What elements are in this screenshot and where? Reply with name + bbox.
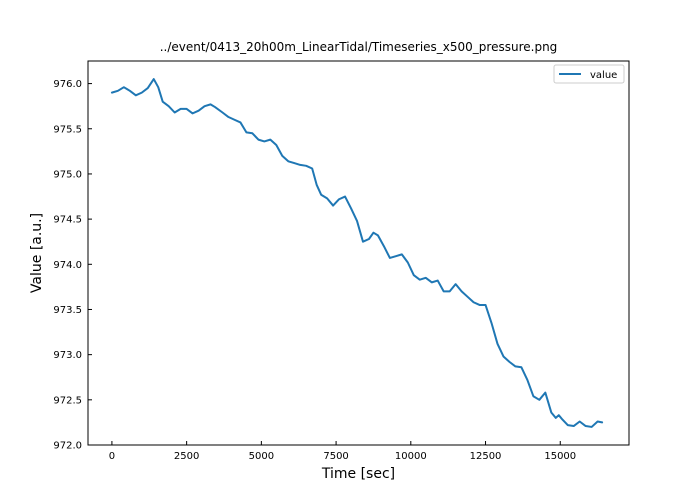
x-tick-label: 2500 bbox=[174, 451, 199, 462]
x-tick-label: 10000 bbox=[395, 451, 427, 462]
plot-frame bbox=[87, 60, 630, 446]
y-tick-label: 972.5 bbox=[53, 395, 82, 406]
series-line-value bbox=[110, 78, 604, 428]
chart-title: ../event/0413_20h00m_LinearTidal/Timeser… bbox=[160, 40, 558, 54]
x-axis-ticks: 0 2500 5000 7500 10000 12500 15000 bbox=[109, 441, 576, 462]
plot-background bbox=[88, 61, 629, 445]
y-tick-label: 973.5 bbox=[53, 305, 82, 316]
y-tick-label: 974.5 bbox=[53, 215, 82, 226]
x-tick-label: 5000 bbox=[249, 451, 274, 462]
legend-label-value: value bbox=[590, 70, 617, 81]
plot-area bbox=[87, 60, 630, 446]
series-layer bbox=[110, 78, 604, 428]
y-tick-label: 973.0 bbox=[53, 350, 82, 361]
y-tick-label: 976.0 bbox=[53, 79, 82, 90]
y-tick-label: 975.0 bbox=[53, 169, 82, 180]
y-tick-label: 974.0 bbox=[53, 260, 82, 271]
y-tick-label: 972.0 bbox=[53, 441, 82, 452]
x-tick-label: 0 bbox=[109, 451, 115, 462]
y-axis-ticks: 972.0 972.5 973.0 973.5 974.0 974.5 975.0 975.5… bbox=[53, 79, 92, 452]
y-tick-label: 975.5 bbox=[53, 124, 82, 135]
x-tick-label: 7500 bbox=[323, 451, 348, 462]
legend-box bbox=[553, 64, 625, 84]
legend: value bbox=[553, 64, 625, 84]
x-axis-label: Time [sec] bbox=[321, 466, 395, 482]
x-tick-label: 15000 bbox=[544, 451, 576, 462]
y-axis-label: Value [a.u.] bbox=[29, 213, 45, 293]
x-tick-label: 12500 bbox=[470, 451, 502, 462]
